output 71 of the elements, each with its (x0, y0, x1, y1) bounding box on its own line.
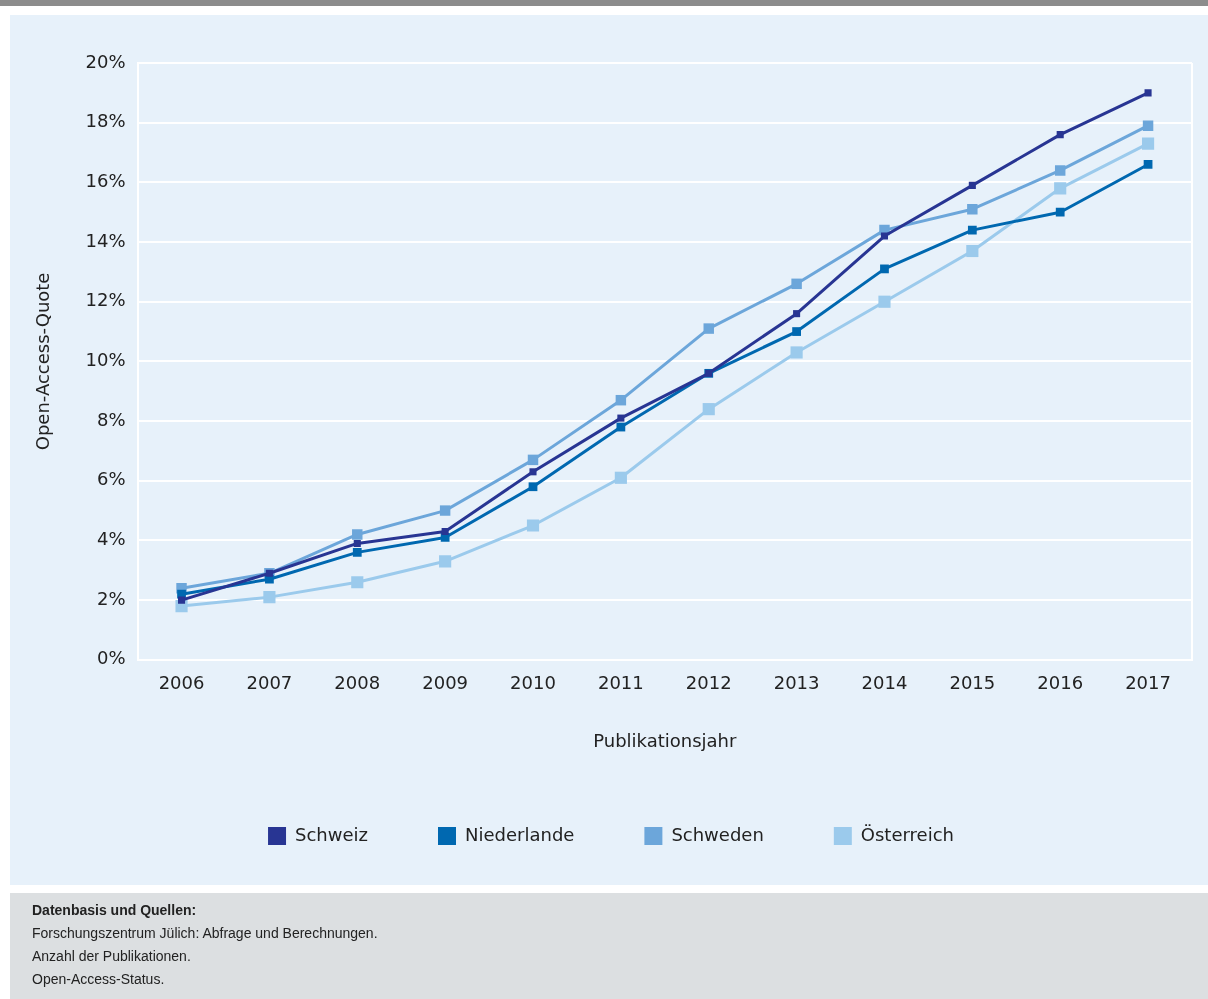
legend-label: Schweden (671, 823, 764, 845)
point (614, 471, 627, 484)
point (1056, 131, 1064, 139)
point (178, 596, 186, 604)
text: Datenbasis und Quellen: (32, 901, 198, 920)
x-tick-label: 2011 (597, 672, 644, 694)
point (1055, 207, 1065, 217)
point (528, 482, 538, 492)
x-axis-title: Publikationsjahr (593, 729, 737, 751)
point (617, 414, 625, 422)
x-tick-label: 2010 (510, 672, 556, 694)
y-tick-label: 10% (85, 349, 126, 371)
text: Open-Access-Status. (32, 970, 166, 989)
point (791, 278, 802, 290)
point (1143, 160, 1153, 169)
y-tick-label: 0% (97, 647, 126, 669)
y-tick-label: 8% (97, 408, 126, 430)
y-tick-label: 12% (85, 289, 126, 311)
point (353, 539, 361, 547)
legend-label: Österreich (860, 823, 954, 845)
point (966, 244, 979, 258)
point (441, 527, 449, 536)
y-tick-label: 20% (85, 50, 126, 72)
legend-label: Schweiz (295, 823, 369, 845)
x-tick-label: 2006 (158, 672, 205, 694)
point (1141, 137, 1155, 150)
point (703, 323, 714, 334)
point (880, 264, 889, 274)
y-tick-label: 4% (97, 528, 126, 550)
y-tick-label: 6% (97, 468, 126, 490)
point (529, 468, 537, 476)
x-tick-label: 2017 (1125, 672, 1171, 694)
y-tick-label: 14% (85, 229, 126, 251)
point (968, 181, 976, 189)
x-tick-label: 2016 (1037, 672, 1084, 694)
text: Anzahl der Publikationen. (32, 947, 192, 966)
y-tick-label: 18% (85, 110, 126, 132)
point (526, 519, 540, 532)
point (967, 203, 978, 215)
point (263, 591, 276, 604)
point (790, 346, 803, 359)
point (792, 327, 801, 336)
x-tick-label: 2014 (861, 672, 908, 694)
x-tick-label: 2007 (246, 672, 293, 694)
point (615, 394, 627, 406)
x-tick-label: 2012 (685, 672, 732, 694)
point (702, 403, 715, 416)
point (439, 505, 451, 516)
point (1054, 165, 1066, 176)
x-tick-label: 2015 (949, 672, 996, 694)
point (967, 225, 977, 235)
x-tick-label: 2009 (422, 672, 469, 694)
point (878, 295, 891, 308)
point (1142, 120, 1154, 131)
text: Forschungszentrum Jülich: Abfrage und Berechnungen. (32, 924, 379, 943)
point (1144, 89, 1152, 97)
point (352, 547, 362, 557)
point (439, 555, 452, 568)
point (616, 422, 626, 432)
y-axis-title: Open-Access-Quote (32, 272, 54, 451)
y-tick-label: 2% (97, 587, 126, 609)
point (880, 232, 888, 240)
x-tick-label: 2008 (334, 672, 381, 694)
point (351, 576, 364, 589)
legend-label: Niederlande (465, 823, 575, 845)
y-tick-label: 16% (85, 170, 126, 192)
point (352, 529, 363, 540)
point (793, 310, 801, 318)
point (527, 454, 539, 466)
point (1054, 182, 1067, 195)
x-tick-label: 2013 (773, 672, 820, 694)
